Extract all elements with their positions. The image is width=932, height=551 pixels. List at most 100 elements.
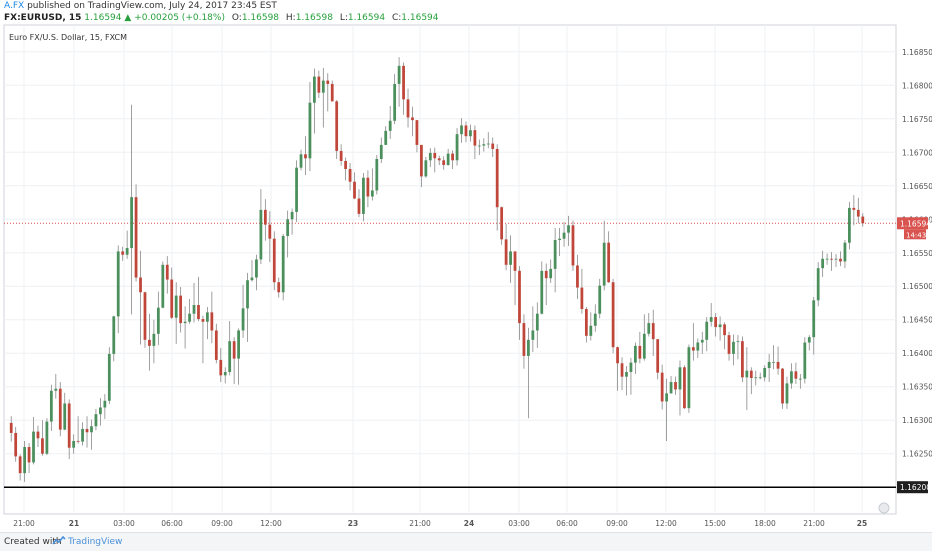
candle-body <box>562 232 566 239</box>
candle-body <box>286 219 290 237</box>
candle-body <box>683 367 686 409</box>
candle-body <box>210 312 214 331</box>
candle-body <box>812 300 816 338</box>
candle-body <box>656 339 660 373</box>
candle-body <box>330 83 334 102</box>
author-link[interactable]: A.FX <box>4 1 25 11</box>
candle-body <box>709 317 713 322</box>
last-price: 1.16594 <box>84 13 122 23</box>
candle-body <box>362 177 365 214</box>
candle-body <box>174 295 178 318</box>
candle-body <box>816 268 820 301</box>
y-tick-label: 1.16350 <box>902 383 932 392</box>
candle-body <box>446 153 450 166</box>
candle-body <box>272 238 276 283</box>
candle-body <box>580 287 584 310</box>
candle-body <box>99 407 102 415</box>
high-label: H: <box>285 13 296 23</box>
candle-body <box>406 99 410 118</box>
candle-body <box>754 377 758 379</box>
candle-body <box>335 101 339 151</box>
candle-body <box>277 282 281 293</box>
candle-body <box>642 333 646 359</box>
candle-body <box>527 339 530 356</box>
candle-body <box>696 342 700 351</box>
candle-body <box>848 207 851 243</box>
candle-body <box>584 309 588 336</box>
candle-body <box>268 224 272 239</box>
candle-body <box>317 76 321 93</box>
candle-body <box>856 209 860 217</box>
support-label: 1.16200 <box>900 483 931 492</box>
candle-body <box>36 431 40 439</box>
scroll-to-end-icon <box>878 502 890 514</box>
candle-body <box>718 324 722 328</box>
candle-body <box>634 345 637 363</box>
x-tick-label: 15:00 <box>704 519 726 528</box>
candle-body <box>81 428 84 442</box>
candle-body <box>161 264 165 308</box>
candle-body <box>807 337 811 343</box>
candle-body <box>259 209 263 260</box>
candle-body <box>54 388 58 391</box>
x-tick-label: 12:00 <box>260 519 282 528</box>
candle-body <box>660 372 664 402</box>
y-tick-label: 1.16700 <box>902 148 932 157</box>
candle-body <box>491 143 495 149</box>
candle-body <box>299 154 303 168</box>
candle-body <box>72 440 76 448</box>
candle-body <box>736 341 740 342</box>
candle-body <box>794 371 798 379</box>
candle-body <box>781 368 784 404</box>
candle-body <box>629 362 633 372</box>
candle-body <box>482 144 486 146</box>
candle-body <box>197 305 200 320</box>
candle-body <box>27 447 31 463</box>
candle-body <box>246 280 249 309</box>
candle-body <box>18 456 22 474</box>
candle-body <box>94 414 98 427</box>
candle-body <box>727 335 731 354</box>
candle-body <box>143 292 147 340</box>
low-label: L: <box>339 13 348 23</box>
candle-body <box>455 134 459 161</box>
x-tick-label: 06:00 <box>556 519 578 528</box>
published-text: published on TradingView.com, July 24, 2… <box>27 1 277 11</box>
candlestick-chart[interactable]: 1.168501.168001.167501.167001.166501.166… <box>0 0 932 532</box>
candle-body <box>834 258 838 260</box>
footer-bar: Created with TradingView <box>0 532 932 551</box>
candle-body <box>232 341 236 359</box>
candle-body <box>428 152 432 161</box>
tradingview-brand-link[interactable]: TradingView <box>68 537 123 547</box>
candle-body <box>741 341 744 378</box>
candle-body <box>321 80 325 93</box>
candle-body <box>179 295 183 324</box>
plot-area <box>3 24 897 515</box>
created-with-text: Created with <box>4 537 62 547</box>
candle-body <box>308 102 312 159</box>
candle-body <box>45 421 49 454</box>
candle-body <box>611 282 615 348</box>
candle-body <box>85 428 89 433</box>
low-value: 1.16594 <box>347 13 386 23</box>
candle-body <box>714 317 718 328</box>
candle-body <box>219 359 223 376</box>
candle-body <box>839 258 842 262</box>
candle-body <box>375 158 379 191</box>
chart-title: Euro FX/U.S. Dollar, 15, FXCM <box>9 33 127 42</box>
candle-body <box>357 198 361 214</box>
x-tick-label: 03:00 <box>508 519 530 528</box>
candle-body <box>522 323 526 356</box>
candle-body <box>415 120 419 145</box>
candle-body <box>607 242 611 283</box>
candle-body <box>486 143 490 145</box>
candle-body <box>509 251 512 265</box>
candle-body <box>130 197 133 249</box>
candle-body <box>370 190 374 197</box>
candle-body <box>852 207 856 210</box>
candle-body <box>32 431 35 463</box>
open-label: O: <box>231 13 242 23</box>
candle-body <box>379 144 383 159</box>
candle-body <box>420 144 423 177</box>
candle-body <box>825 258 829 260</box>
